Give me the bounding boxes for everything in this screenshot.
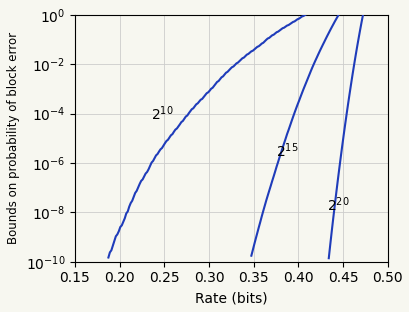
Text: $2^{20}$: $2^{20}$ bbox=[326, 196, 349, 214]
Text: $2^{15}$: $2^{15}$ bbox=[275, 142, 298, 160]
Text: $2^{10}$: $2^{10}$ bbox=[151, 104, 173, 123]
Y-axis label: Bounds on probability of block error: Bounds on probability of block error bbox=[7, 32, 20, 244]
X-axis label: Rate (bits): Rate (bits) bbox=[195, 291, 267, 305]
